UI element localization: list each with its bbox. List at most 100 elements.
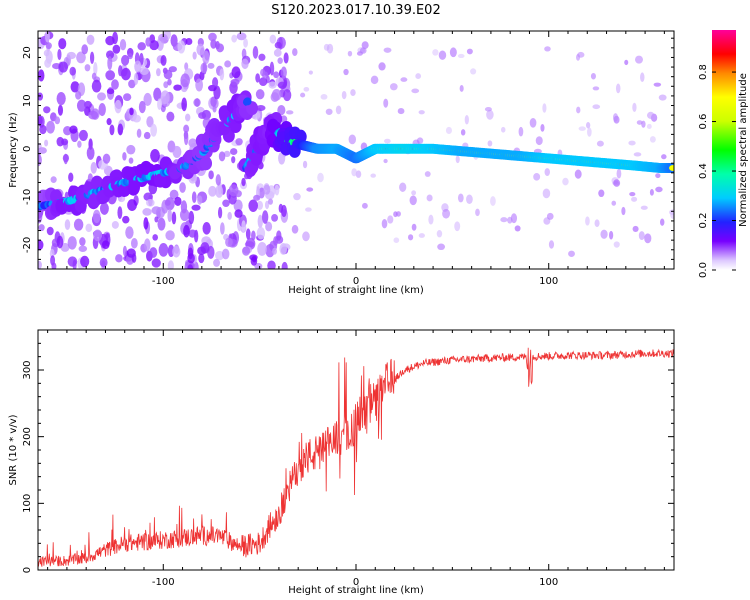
spectrogram-noise bbox=[609, 230, 614, 240]
spectrogram-noise bbox=[418, 233, 425, 238]
spectrogram-ridge bbox=[154, 173, 167, 188]
spectrogram-noise bbox=[114, 99, 122, 114]
spectrogram-noise bbox=[230, 78, 240, 86]
spectrogram-noise bbox=[578, 126, 586, 131]
spectrogram-ridge bbox=[140, 160, 153, 175]
spectrogram-noise bbox=[91, 79, 102, 93]
spectrogram-noise bbox=[102, 153, 111, 164]
spectrogram-noise bbox=[302, 231, 310, 242]
spectrogram-noise bbox=[98, 103, 106, 117]
spectrogram-noise bbox=[191, 191, 197, 204]
spectrogram-noise bbox=[278, 151, 286, 165]
spectrogram-noise bbox=[112, 44, 121, 54]
spectrogram-noise bbox=[544, 46, 551, 52]
spectrogram-noise bbox=[241, 220, 246, 233]
spectrogram-noise bbox=[611, 200, 617, 206]
spectrogram-noise bbox=[120, 67, 131, 81]
spectrogram-noise bbox=[487, 140, 493, 147]
spectrogram-noise bbox=[109, 124, 115, 136]
spectrogram-noise bbox=[653, 82, 662, 87]
spectrogram-noise bbox=[210, 39, 217, 49]
spectrogram-noise bbox=[510, 213, 518, 224]
spectrogram-noise bbox=[111, 221, 119, 229]
spectrogram-noise bbox=[236, 32, 247, 41]
spectrogram-noise bbox=[134, 60, 142, 73]
y-tick-label: 0 bbox=[22, 146, 33, 152]
spectrogram-noise bbox=[115, 254, 123, 263]
spectrogram-noise bbox=[442, 208, 451, 219]
spectrogram-noise bbox=[160, 90, 170, 105]
spectrogram-noise bbox=[177, 40, 186, 54]
spectrogram-noise bbox=[613, 241, 620, 248]
spectrogram-noise bbox=[243, 38, 248, 48]
spectrogram-noise bbox=[158, 243, 169, 257]
spectrogram-noise bbox=[172, 245, 181, 258]
spectrogram-noise bbox=[185, 38, 193, 46]
spectrogram-noise bbox=[89, 51, 95, 64]
spectrogram-noise bbox=[613, 179, 621, 187]
spectrogram-noise bbox=[223, 150, 231, 158]
spectrogram-noise bbox=[350, 89, 356, 97]
spectrogram-noise bbox=[615, 83, 621, 94]
spectrogram-noise bbox=[576, 54, 581, 61]
spectrogram-noise bbox=[125, 226, 134, 239]
x-tick-label: 100 bbox=[539, 276, 558, 287]
spectrogram-noise bbox=[585, 216, 590, 226]
spectrogram-noise bbox=[43, 49, 50, 57]
spectrogram-noise bbox=[78, 245, 88, 252]
spectrogram-noise bbox=[92, 209, 101, 224]
spectrogram-noise bbox=[196, 43, 205, 56]
spectrogram-ridge bbox=[243, 97, 252, 106]
spectrogram-noise bbox=[274, 184, 280, 196]
spectrogram-noise bbox=[300, 92, 306, 98]
spectrogram-noise bbox=[308, 70, 313, 75]
spectrogram-noise bbox=[396, 211, 401, 217]
spectrogram-noise bbox=[188, 229, 197, 238]
spectrogram-noise bbox=[277, 105, 286, 116]
spectrogram-noise bbox=[143, 208, 150, 216]
spectrogram-noise bbox=[631, 196, 638, 202]
spectrogram-noise bbox=[225, 237, 233, 248]
spectrogram-noise bbox=[592, 104, 601, 110]
colorbar-tick-label: 0.2 bbox=[698, 213, 709, 229]
spectrogram-noise bbox=[179, 182, 186, 193]
spectrogram-noise bbox=[171, 211, 177, 225]
spectrogram-noise bbox=[213, 258, 221, 267]
spectrogram-noise bbox=[80, 255, 90, 268]
spectrogram-noise bbox=[85, 223, 93, 233]
spectrogram-ridge bbox=[250, 151, 263, 166]
spectrogram-noise bbox=[466, 48, 473, 55]
spectrogram-noise bbox=[457, 53, 465, 59]
spectrogram-noise bbox=[192, 51, 197, 60]
spectrogram-noise bbox=[111, 79, 119, 90]
spectrogram-noise bbox=[624, 59, 629, 66]
spectrogram-noise bbox=[594, 219, 600, 228]
spectrogram-noise bbox=[221, 248, 230, 260]
spectrogram-noise bbox=[73, 218, 84, 231]
spectrogram-noise bbox=[149, 247, 158, 258]
spectrogram-noise bbox=[341, 90, 347, 100]
colorbar-tick-label: 0.4 bbox=[698, 163, 709, 179]
spectrogram-noise bbox=[154, 216, 159, 223]
spectrogram-noise bbox=[251, 230, 256, 241]
spectrogram-noise bbox=[210, 96, 217, 107]
spectrogram-noise bbox=[136, 128, 142, 138]
spectrogram-noise bbox=[500, 217, 508, 223]
spectrogram-noise bbox=[146, 199, 155, 207]
spectrogram-noise bbox=[187, 264, 194, 269]
spectrogram-noise bbox=[568, 250, 575, 257]
spectrogram-noise bbox=[165, 230, 175, 241]
spectrogram-noise bbox=[317, 172, 324, 183]
spectrogram-xlabel: Height of straight line (km) bbox=[288, 285, 424, 296]
spectrogram-noise bbox=[546, 212, 554, 220]
spectrogram-noise bbox=[118, 65, 123, 77]
spectrogram-noise bbox=[123, 93, 132, 101]
spectrogram-noise bbox=[44, 139, 49, 147]
spectrogram-noise bbox=[216, 43, 225, 53]
spectrogram-noise bbox=[56, 235, 64, 249]
spectrogram-noise bbox=[302, 160, 308, 169]
spectrogram-noise bbox=[127, 53, 133, 60]
spectrogram-ridge-core bbox=[670, 166, 674, 170]
spectrogram-noise bbox=[215, 250, 225, 261]
spectrogram-noise bbox=[227, 211, 232, 220]
